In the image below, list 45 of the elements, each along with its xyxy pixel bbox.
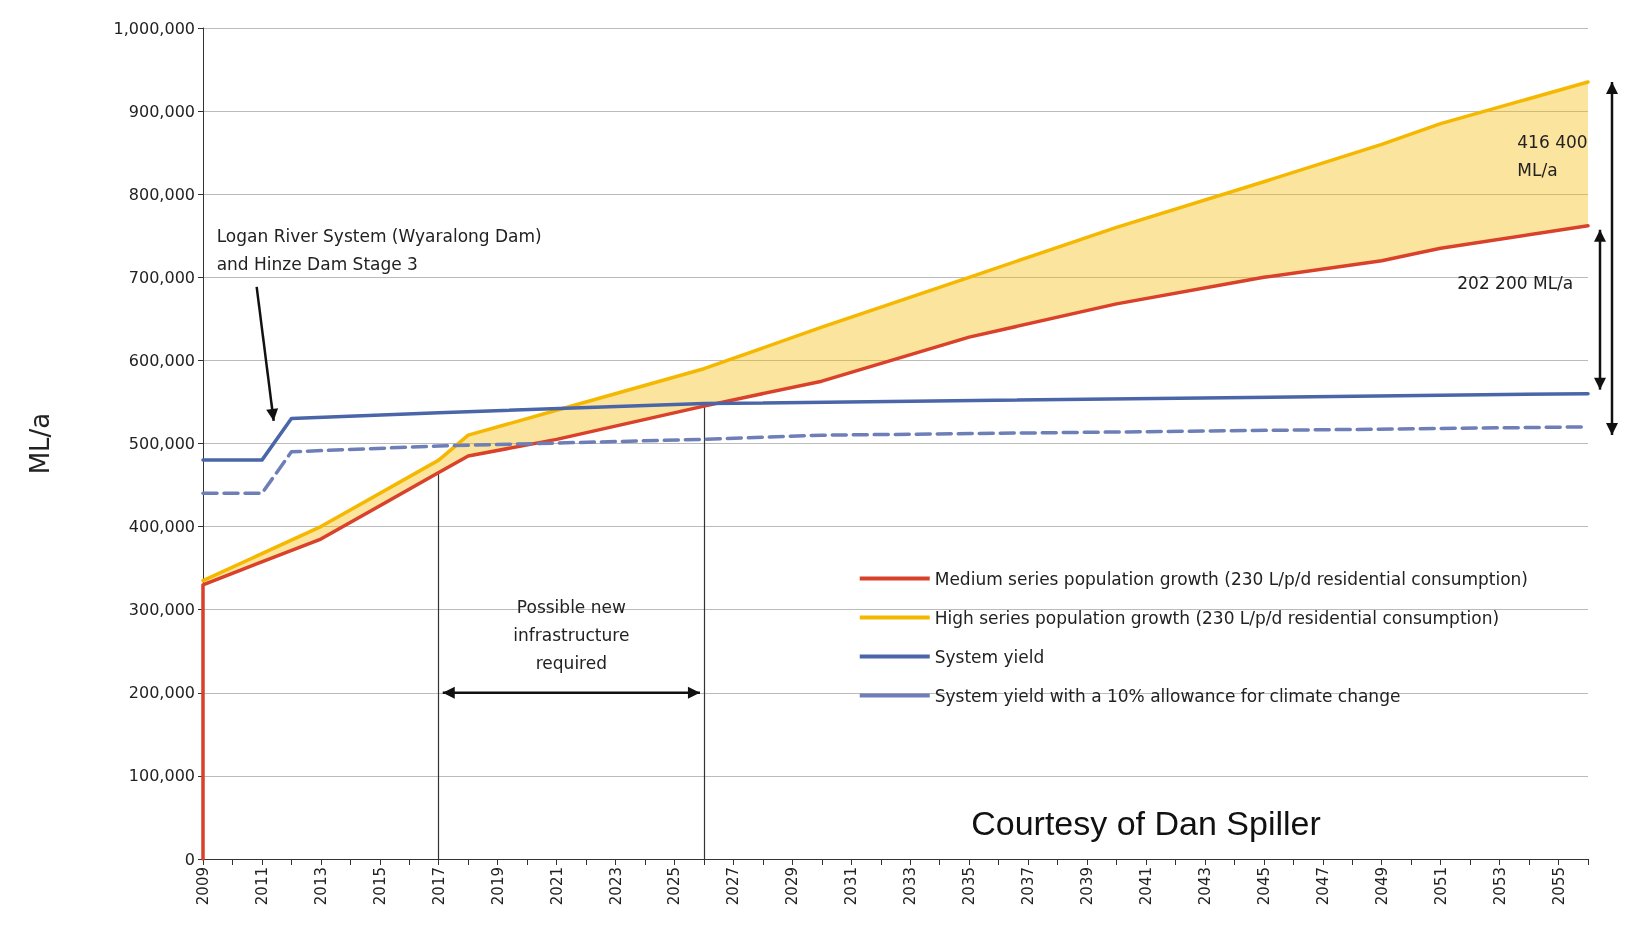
annotation: 202 200 ML/a (1457, 272, 1574, 293)
annotation: 416 400 ML/a (1517, 131, 1588, 180)
x-tick-label: 2021 (547, 867, 566, 906)
x-tick-label: 2027 (724, 867, 743, 906)
y-tick-label: 700,000 (128, 267, 195, 287)
x-tick-label: 2055 (1549, 867, 1568, 906)
x-tick-label: 2015 (370, 867, 389, 906)
legend-label: Medium series population growth (230 L/p/d residential consumption) (934, 568, 1529, 589)
x-tick-label: 2009 (194, 867, 212, 906)
x-tick-label: 2033 (901, 867, 920, 906)
y-tick-label: 400,000 (128, 517, 195, 537)
x-tick-label: 2041 (1136, 867, 1155, 906)
x-tick-label: 2037 (1019, 867, 1038, 906)
x-tick-label: 2035 (960, 867, 979, 906)
x-tick-label: 2045 (1254, 867, 1273, 906)
legend-label: High series population growth (230 L/p/d residential consumption) (934, 607, 1500, 628)
y-tick-label: 600,000 (128, 350, 195, 370)
x-tick-label: 2053 (1490, 867, 1509, 906)
y-tick-label: 500,000 (128, 434, 195, 453)
x-tick-label: 2047 (1313, 867, 1332, 906)
x-tick-label: 2029 (783, 867, 802, 906)
y-tick-label: 100,000 (128, 766, 195, 786)
x-tick-label: 2017 (429, 867, 448, 906)
y-tick-label: 300,000 (128, 600, 195, 620)
legend-label: System yield with a 10% allowance for climate change (934, 685, 1401, 706)
y-tick-label: 1,000,000 (113, 18, 195, 38)
y-tick-label: 800,000 (128, 184, 195, 204)
x-tick-label: 2019 (488, 867, 507, 906)
x-tick-label: 2051 (1431, 867, 1450, 906)
y-axis-title: ML/a (25, 412, 55, 475)
annotation: Logan River System (Wyaralong Dam) and Hinze Dam Stage 3 (216, 225, 542, 274)
x-tick-label: 2025 (665, 867, 684, 906)
x-tick-label: 2013 (311, 867, 330, 906)
x-tick-label: 2039 (1078, 867, 1097, 906)
y-tick-label: 900,000 (128, 101, 195, 121)
annotation: Possible new infrastructure required (513, 596, 630, 673)
x-tick-label: 2049 (1372, 867, 1391, 906)
x-tick-label: 2031 (842, 867, 861, 906)
x-tick-label: 2043 (1195, 867, 1214, 906)
x-tick-label: 2023 (606, 867, 625, 906)
legend-label: System yield (934, 646, 1045, 667)
x-tick-label: 2011 (252, 867, 271, 906)
y-tick-label: 0 (184, 849, 195, 869)
y-tick-label: 200,000 (128, 683, 195, 703)
annotation: Courtesy of Dan Spiller (971, 804, 1321, 843)
